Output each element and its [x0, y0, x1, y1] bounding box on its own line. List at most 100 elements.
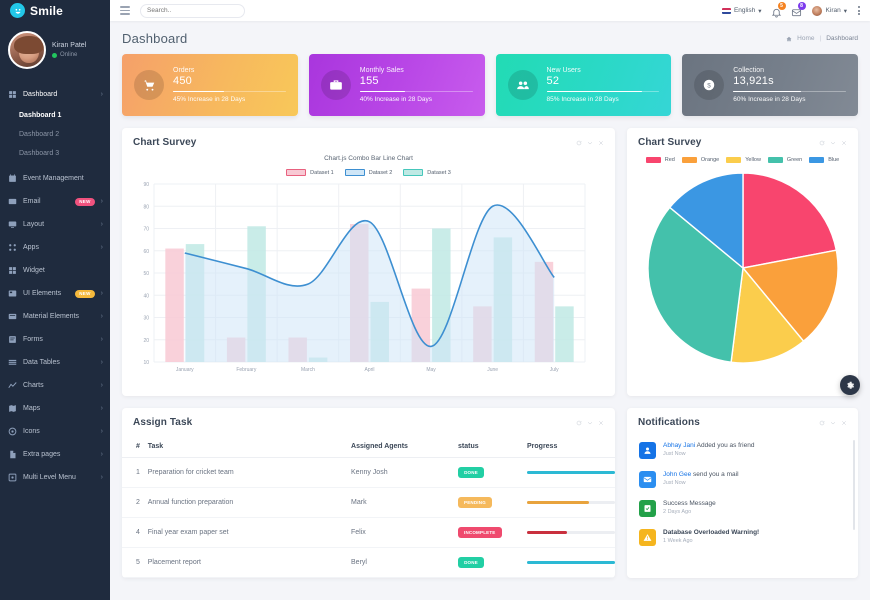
hamburger-icon[interactable]	[118, 4, 132, 17]
table-column-header: Assigned Agents	[351, 436, 458, 458]
notification-text: Abhay Jani Added you as friend	[663, 442, 754, 449]
close-icon[interactable]	[841, 140, 847, 146]
notification-text: John Gee send you a mail	[663, 471, 739, 478]
cart-icon	[134, 70, 164, 100]
collapse-icon[interactable]	[587, 140, 593, 146]
chevron-right-icon: ›	[100, 359, 103, 366]
notification-item[interactable]: Success Message 2 Days Ago	[627, 494, 858, 523]
brand[interactable]: Smile	[0, 0, 110, 21]
pages-icon	[8, 450, 17, 459]
legend-item[interactable]: Dataset 3	[403, 169, 451, 176]
search-input[interactable]	[147, 7, 235, 14]
breadcrumb-home[interactable]: Home	[797, 35, 815, 42]
chevron-right-icon: ›	[100, 405, 103, 412]
svg-text:90: 90	[143, 182, 149, 188]
card-title: Chart Survey	[638, 137, 702, 148]
assign-task-card: Assign Task # Task Assigned Agents status Pr…	[122, 408, 615, 578]
sidebar-item-data-tables[interactable]: Data Tables ›	[0, 351, 110, 374]
pie-legend-item[interactable]: Red	[645, 157, 675, 163]
collapse-icon[interactable]	[830, 420, 836, 426]
sidebar-item-extra-pages[interactable]: Extra pages ›	[0, 443, 110, 466]
user-menu[interactable]: Kiran ▾	[810, 4, 847, 17]
table-row[interactable]: 2 Annual function preparation Mark PENDING	[122, 487, 615, 518]
stat-label: Orders	[173, 66, 195, 74]
sidebar-item-label: Maps	[23, 405, 41, 412]
row-progress	[527, 547, 615, 578]
refresh-icon[interactable]	[819, 420, 825, 426]
sidebar-item-layout[interactable]: Layout ›	[0, 213, 110, 236]
refresh-icon[interactable]	[576, 140, 582, 146]
pie-legend-item[interactable]: Orange	[681, 157, 720, 163]
search-box[interactable]	[140, 3, 245, 18]
stat-card-orders[interactable]: Orders 450 45% Increase in 28 Days	[122, 54, 298, 116]
close-icon[interactable]	[598, 140, 604, 146]
table-row[interactable]: 5 Placement report Beryl DONE	[122, 547, 615, 578]
pie-legend-label: Orange	[700, 157, 720, 163]
stat-card-new-users[interactable]: New Users 52 85% Increase in 28 Days	[495, 54, 672, 116]
settings-fab-button[interactable]	[840, 375, 860, 395]
pie-legend-label: Blue	[828, 157, 840, 163]
messages-button[interactable]: 8	[791, 2, 806, 17]
sidebar-item-material-elements[interactable]: Material Elements ›	[0, 305, 110, 328]
sidebar-submenu: Dashboard 1 Dashboard 2 Dashboard 3	[0, 106, 110, 167]
notification-item[interactable]: John Gee send you a mail Just Now	[627, 465, 858, 494]
sidebar-item-ui-elements[interactable]: UI Elements NEW ›	[0, 282, 110, 305]
collapse-icon[interactable]	[830, 140, 836, 146]
stat-label: Collection	[733, 66, 764, 74]
stat-card-collection[interactable]: $ Collection 13,921s 60% Increase in 28 Day…	[682, 54, 858, 116]
stat-progress-bar	[546, 90, 660, 93]
sidebar-item-widget[interactable]: Widget	[0, 259, 110, 282]
mail-icon	[8, 197, 17, 206]
sidebar-item-forms[interactable]: Forms ›	[0, 328, 110, 351]
sidebar-item-label: UI Elements	[23, 290, 62, 297]
legend-item[interactable]: Dataset 2	[344, 169, 392, 176]
chevron-right-icon: ›	[100, 244, 103, 251]
close-icon[interactable]	[841, 420, 847, 426]
table-row[interactable]: 1 Preparation for cricket team Kenny Josh D…	[122, 457, 615, 488]
notification-item[interactable]: Database Overloaded Warning! 1 Week Ago	[627, 523, 858, 552]
notifications-scrollbar[interactable]	[853, 440, 855, 530]
sidebar-profile[interactable]: Kiran Patel Online	[0, 21, 110, 81]
svg-text:January: January	[176, 367, 194, 373]
sidebar-subitem-dashboard-2[interactable]: Dashboard 2	[19, 131, 60, 138]
stat-card-monthly-sales[interactable]: Monthly Sales 155 40% Increase in 28 Days	[308, 54, 485, 116]
sidebar-subitem-dashboard-1[interactable]: Dashboard 1	[19, 112, 62, 119]
table-row[interactable]: 4 Final year exam paper set Felix INCOMPLET…	[122, 517, 615, 548]
notifications-card: Notifications Abhay Jani Added you as fr…	[627, 408, 858, 578]
notification-message: Added you as friend	[696, 442, 755, 449]
sidebar-subitem-dashboard-3[interactable]: Dashboard 3	[19, 150, 60, 157]
row-agent: Mark	[351, 487, 458, 518]
collapse-icon[interactable]	[587, 420, 593, 426]
sidebar-item-maps[interactable]: Maps ›	[0, 397, 110, 420]
multilevel-icon	[8, 473, 17, 482]
svg-text:80: 80	[143, 204, 149, 210]
sidebar-item-label: Layout	[23, 221, 45, 228]
sidebar-item-multi-level-menu[interactable]: Multi Level Menu ›	[0, 466, 110, 489]
more-options-icon[interactable]	[856, 4, 862, 17]
refresh-icon[interactable]	[819, 140, 825, 146]
sidebar-item-icons[interactable]: Icons ›	[0, 420, 110, 443]
row-number: 4	[122, 517, 148, 548]
close-icon[interactable]	[598, 420, 604, 426]
language-selector[interactable]: English ▾	[721, 7, 762, 15]
sidebar-item-charts[interactable]: Charts ›	[0, 374, 110, 397]
sidebar-item-event-management[interactable]: Event Management	[0, 167, 110, 190]
notification-message: Database Overloaded Warning!	[663, 529, 760, 536]
notification-item[interactable]: Abhay Jani Added you as friend Just Now	[627, 436, 858, 465]
envelope-icon	[639, 471, 656, 488]
legend-item[interactable]: Dataset 1	[286, 169, 334, 176]
notification-time: Just Now	[663, 451, 686, 457]
sidebar-item-apps[interactable]: Apps ›	[0, 236, 110, 259]
sidebar-item-email[interactable]: Email NEW ›	[0, 190, 110, 213]
sidebar-item-dashboard[interactable]: Dashboard ›	[0, 83, 110, 106]
pie-legend-item[interactable]: Green	[767, 157, 802, 163]
refresh-icon[interactable]	[576, 420, 582, 426]
chevron-right-icon: ›	[100, 336, 103, 343]
pie-legend-item[interactable]: Blue	[809, 157, 839, 163]
pie-legend-item[interactable]: Yellow	[726, 157, 761, 163]
svg-text:10: 10	[143, 360, 149, 366]
notifications-bell-button[interactable]: 5	[771, 2, 786, 18]
gear-icon	[846, 381, 854, 389]
progress-bar	[527, 561, 615, 564]
